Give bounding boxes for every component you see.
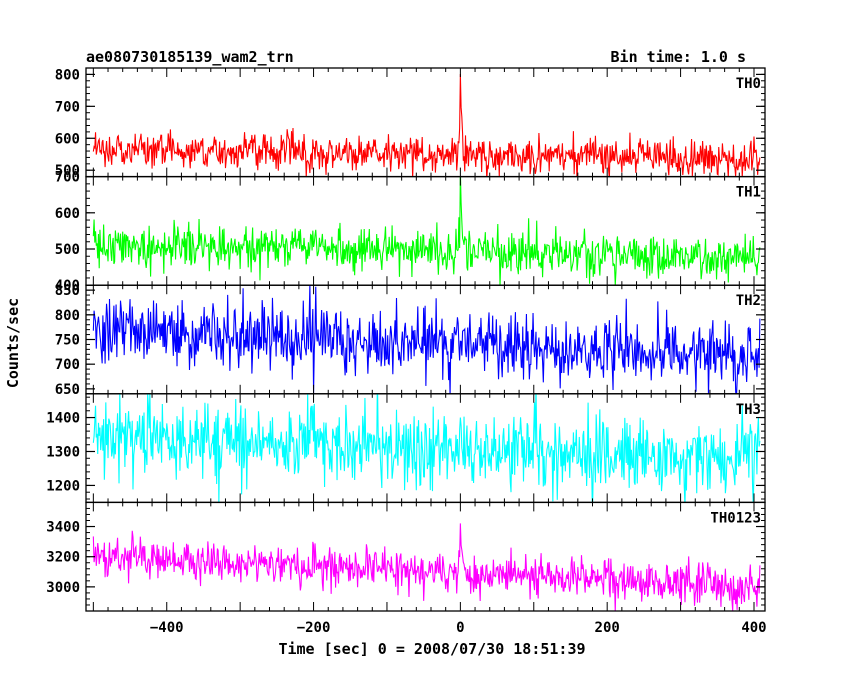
y-tick-label: 700 — [55, 170, 80, 186]
panel-th0123: 3000 3200 3400 TH0123 — [46, 501, 766, 612]
panel-label-th0: TH0 — [736, 76, 761, 92]
y-tick-label: 500 — [55, 163, 80, 179]
panels: 500 600 700 800 TH0 400 500 600 700 TH1 650 700 750 8… — [46, 67, 767, 636]
series-line-th1 — [92, 176, 761, 286]
y-tick-label: 1300 — [46, 444, 80, 460]
y-tick-label: 400 — [55, 278, 80, 294]
series-line-th0123 — [92, 523, 761, 611]
y-tick-label: 1400 — [46, 411, 80, 427]
y-tick-label: 850 — [55, 283, 80, 299]
panel-label-th1: TH1 — [736, 185, 761, 201]
y-tick-label: 800 — [55, 67, 80, 83]
y-tick-label: 600 — [55, 131, 80, 147]
panel-th3: 1200 1300 1400 TH3 — [46, 393, 766, 504]
x-tick-label: 200 — [595, 620, 620, 636]
x-axis-label: Time [sec] 0 = 2008/07/30 18:51:39 — [278, 640, 585, 658]
x-tick-label: 400 — [741, 620, 766, 636]
panel-th0: 500 600 700 800 TH0 — [55, 67, 766, 179]
y-tick-label: 650 — [55, 382, 80, 398]
series-line-th2 — [92, 285, 761, 394]
series-line-th3 — [92, 393, 761, 503]
y-tick-label: 750 — [55, 333, 80, 349]
panel-label-th0123: TH0123 — [710, 510, 761, 526]
bin-time-label: Bin time: 1.0 s — [611, 48, 746, 66]
y-tick-label: 500 — [55, 242, 80, 258]
x-tick-label: −400 — [150, 620, 184, 636]
y-tick-label: 3000 — [46, 580, 80, 596]
y-tick-label: 3400 — [46, 520, 80, 536]
panel-th1: 400 500 600 700 TH1 — [55, 170, 766, 294]
panel-label-th2: TH2 — [736, 293, 761, 309]
y-tick-label: 1200 — [46, 478, 80, 494]
x-tick-label: −200 — [297, 620, 331, 636]
y-tick-label: 700 — [55, 99, 80, 115]
x-tick-label: 0 — [456, 620, 464, 636]
y-tick-label: 700 — [55, 357, 80, 373]
y-tick-label: 3200 — [46, 550, 80, 566]
series-line-th0 — [92, 73, 761, 177]
panel-label-th3: TH3 — [736, 402, 761, 418]
panel-th2: 650 700 750 800 850 TH2 — [55, 283, 766, 398]
y-axis-label: Counts/sec — [4, 298, 22, 388]
plot-title: ae080730185139_wam2_trn — [86, 48, 294, 66]
y-tick-label: 800 — [55, 308, 80, 324]
y-tick-label: 600 — [55, 206, 80, 222]
